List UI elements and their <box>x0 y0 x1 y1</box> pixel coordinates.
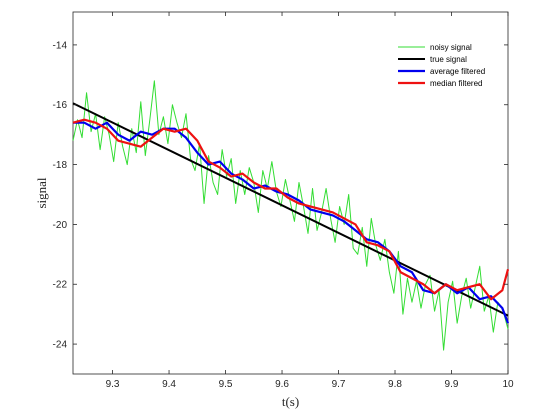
ticks-layer: 9.3 9.4 9.5 9.6 9.7 9.8 9.9 10 -24 -22 -20 -18 -16 -1… <box>53 12 514 390</box>
series-line-true-signal <box>72 102 509 317</box>
legend-label-average-filtered: average filtered <box>430 67 485 76</box>
y-tick-label: -22 <box>53 280 68 291</box>
y-tick-label: -20 <box>53 220 68 231</box>
x-tick-label: 9.4 <box>162 379 176 390</box>
series-layer <box>72 80 510 351</box>
legend: noisy signal true signal average filtered m… <box>398 43 485 88</box>
series-line-median-filtered <box>72 118 510 301</box>
legend-label-noisy-signal: noisy signal <box>430 43 472 52</box>
y-tick-label: -16 <box>53 100 68 111</box>
x-tick-label: 9.5 <box>219 379 233 390</box>
y-tick-label: -14 <box>53 40 68 51</box>
series-line-noisy-signal <box>72 80 509 351</box>
x-tick-label: 9.3 <box>106 379 120 390</box>
legend-label-median-filtered: median filtered <box>430 79 482 88</box>
x-tick-label: 9.9 <box>445 379 459 390</box>
y-tick-label: -24 <box>53 340 68 351</box>
y-tick-label: -18 <box>53 160 68 171</box>
x-tick-label: 9.7 <box>332 379 346 390</box>
x-axis-label: t(s) <box>282 394 299 409</box>
x-tick-label: 10 <box>502 379 514 390</box>
plot-area: 9.3 9.4 9.5 9.6 9.7 9.8 9.9 10 -24 -22 -20 -18 -16 -1… <box>53 11 514 390</box>
y-axis-label: signal <box>34 177 49 208</box>
x-tick-label: 9.8 <box>388 379 402 390</box>
axes-box <box>72 11 509 375</box>
legend-label-true-signal: true signal <box>430 55 467 64</box>
x-tick-label: 9.6 <box>275 379 289 390</box>
